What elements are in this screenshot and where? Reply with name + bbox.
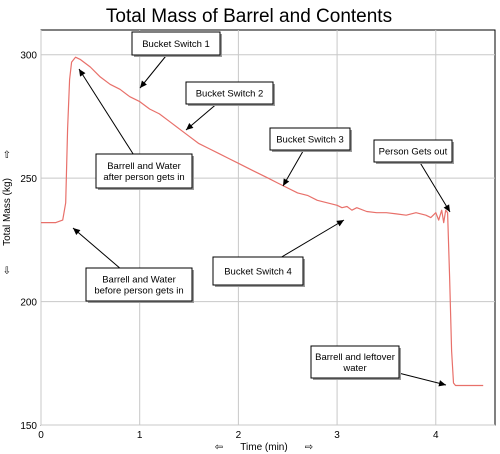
annotation-label: after person gets in — [103, 172, 184, 183]
x-axis-label: ⇦ Time (min) ⇨ — [215, 442, 313, 453]
series-group — [41, 56, 484, 387]
annotations: Bucket Switch 1 Bucket Switch 2 Bucket Swi… — [72, 31, 454, 387]
y-label-right-arrow-icon: ⇨ — [2, 150, 13, 158]
series-line — [41, 56, 484, 387]
annotation-callout: Person Gets out — [373, 139, 454, 213]
x-axis-label-text: Time (min) — [240, 442, 287, 453]
annotation-box — [310, 345, 400, 379]
annotation-box — [185, 81, 274, 105]
x-tick-label: 0 — [38, 430, 44, 441]
y-axis-label-text: Total Mass (kg) — [2, 178, 13, 246]
annotation-box — [95, 153, 193, 189]
annotation-callout: Bucket Switch 1 — [131, 31, 222, 89]
arrowhead-icon — [79, 69, 86, 77]
arrowhead-icon — [283, 178, 290, 186]
x-tick-label: 2 — [236, 430, 242, 441]
arrowhead-icon — [336, 220, 344, 227]
annotation-box — [373, 139, 453, 163]
annotation-box — [131, 31, 221, 56]
grid — [40, 30, 495, 426]
annotation-callout: Bucket Switch 2 — [185, 81, 275, 131]
annotation-arrow-line — [281, 219, 345, 258]
arrowhead-icon — [73, 228, 81, 235]
y-label-left-arrow-icon: ⇦ — [2, 266, 13, 274]
x-tick-label: 3 — [334, 430, 340, 441]
tick-labels: 0 1 2 3 4 150 200 250 300 — [20, 51, 439, 441]
x-label-right-arrow-icon: ⇨ — [305, 442, 313, 453]
x-tick-label: 4 — [433, 430, 439, 441]
annotation-label: Barrell and leftover — [315, 352, 395, 363]
annotation-callout: Bucket Switch 4 — [212, 219, 345, 287]
x-label-left-arrow-icon: ⇦ — [215, 442, 223, 453]
annotation-box — [85, 267, 193, 302]
chart-title: Total Mass of Barrel and Contents — [106, 6, 392, 27]
annotation-box — [269, 127, 351, 151]
annotation-arrow-line — [139, 54, 168, 89]
arrowhead-icon — [186, 123, 194, 130]
y-tick-label: 200 — [20, 298, 37, 309]
arrowhead-icon — [438, 380, 446, 387]
y-tick-label: 300 — [20, 51, 37, 62]
y-tick-label: 250 — [20, 174, 37, 185]
arrowhead-icon — [443, 204, 450, 212]
y-tick-label: 150 — [20, 421, 37, 432]
annotation-arrow-line — [72, 227, 121, 269]
annotation-label: Bucket Switch 4 — [224, 267, 292, 278]
annotation-label: before person gets in — [94, 286, 183, 297]
annotation-arrow-line — [78, 68, 134, 155]
annotation-label: Barrell and Water — [107, 161, 181, 172]
annotation-label: Barrell and Water — [102, 275, 176, 286]
annotation-label: Bucket Switch 3 — [276, 135, 344, 146]
arrowhead-icon — [140, 80, 147, 88]
y-axis-label: ⇦ Total Mass (kg) ⇨ — [2, 150, 13, 274]
annotation-arrow-line — [398, 372, 447, 386]
annotation-label: Bucket Switch 2 — [196, 89, 264, 100]
annotation-label: Person Gets out — [379, 147, 448, 158]
annotation-arrow-line — [419, 161, 451, 213]
annotation-label: Bucket Switch 1 — [142, 39, 210, 50]
annotation-box — [212, 256, 304, 286]
annotation-label: water — [342, 363, 366, 374]
x-tick-label: 1 — [137, 430, 143, 441]
annotation-callout: Bucket Switch 3 — [269, 127, 352, 187]
